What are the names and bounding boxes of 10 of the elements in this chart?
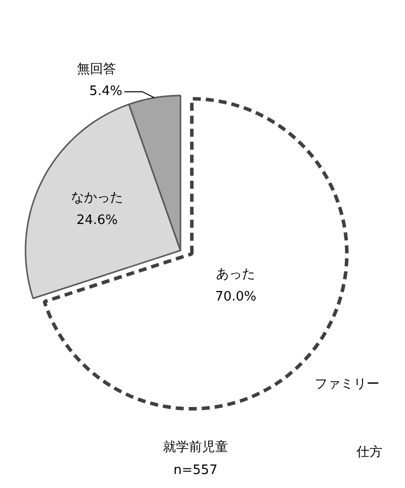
text: 就学前児童 xyxy=(163,439,228,455)
slice-label: なかった xyxy=(71,190,124,206)
text: ファミリー xyxy=(314,377,380,392)
text: n=557 xyxy=(174,463,218,478)
text: 仕方 xyxy=(356,444,382,460)
data-label: 24.6% xyxy=(76,213,118,228)
slice-label: あった xyxy=(216,266,256,282)
data-label: 70.0% xyxy=(215,289,256,304)
data-label: 5.4% xyxy=(89,84,122,100)
slice-label: 無回答 xyxy=(76,62,116,78)
